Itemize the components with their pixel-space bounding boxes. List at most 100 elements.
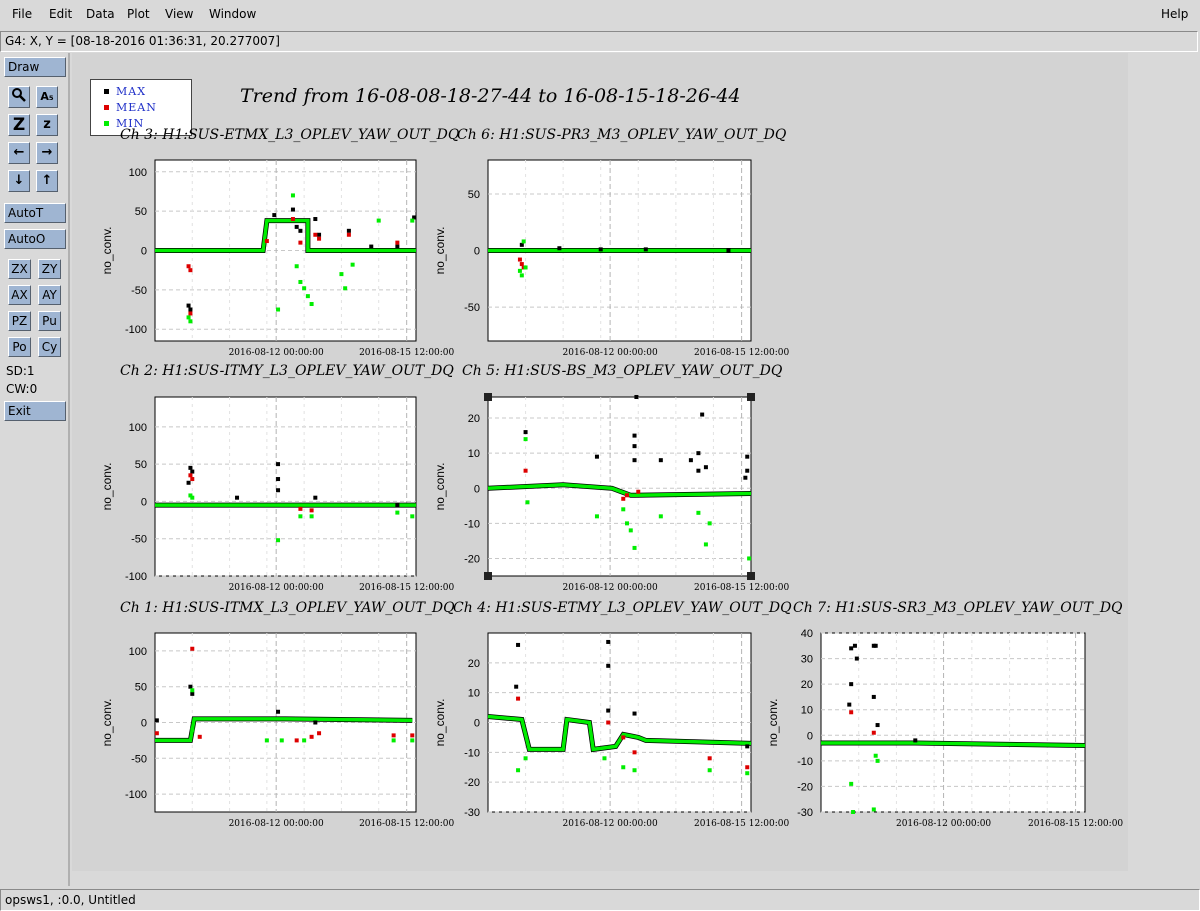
zx-button[interactable]: ZX bbox=[8, 259, 31, 279]
y-axis-label: no_conv. bbox=[100, 463, 114, 511]
chart-ch5[interactable]: 20 10 0 -10 -20 2016-08-12 00:00:00 2016-08-15… bbox=[433, 393, 789, 593]
menu-view[interactable]: View bbox=[165, 7, 194, 21]
point-max bbox=[688, 458, 693, 463]
coordinate-readout-bar: G4: X, Y = [08-18-2016 01:36:31, 20.2770… bbox=[0, 31, 1198, 52]
point-min bbox=[621, 765, 626, 770]
zy-button[interactable]: ZY bbox=[38, 259, 61, 279]
y-axis-label: no_conv. bbox=[433, 227, 447, 275]
selection-handle[interactable] bbox=[484, 572, 492, 580]
point-max bbox=[634, 395, 639, 399]
y-axis-label: no_conv. bbox=[100, 227, 114, 275]
draw-button[interactable]: Draw bbox=[4, 57, 66, 77]
y-tick-label: -50 bbox=[464, 302, 480, 314]
x-tick-label: 2016-08-15 12:00:00 bbox=[359, 583, 454, 593]
pz-button[interactable]: PZ bbox=[8, 311, 31, 331]
point-max bbox=[852, 643, 857, 648]
pu-button[interactable]: Pu bbox=[38, 311, 61, 331]
point-max bbox=[726, 248, 731, 253]
plot-area[interactable] bbox=[154, 396, 417, 577]
point-min bbox=[628, 528, 633, 533]
selection-handle[interactable] bbox=[747, 572, 755, 580]
pan-left-button[interactable]: ← bbox=[8, 142, 30, 164]
point-min bbox=[190, 688, 195, 693]
point-mean bbox=[621, 735, 626, 740]
exit-button[interactable]: Exit bbox=[4, 401, 66, 421]
y-tick-label: 50 bbox=[135, 206, 147, 218]
x-tick-label: 2016-08-15 12:00:00 bbox=[694, 348, 789, 358]
point-min bbox=[298, 279, 303, 284]
zoom-in-button[interactable]: Z bbox=[8, 114, 30, 136]
point-mean bbox=[190, 477, 195, 482]
ay-button[interactable]: AY bbox=[38, 285, 61, 305]
po-button[interactable]: Po bbox=[8, 337, 31, 357]
menu-window[interactable]: Window bbox=[209, 7, 257, 21]
point-min bbox=[602, 756, 607, 761]
autoo-button[interactable]: AutoO bbox=[4, 229, 66, 249]
point-mean bbox=[290, 217, 295, 222]
zoom-out-button[interactable]: z bbox=[36, 114, 58, 136]
x-tick-label: 2016-08-12 00:00:00 bbox=[563, 583, 658, 593]
y-tick-label: -10 bbox=[464, 518, 480, 530]
chart-title-ch5: Ch 5: H1:SUS-BS_M3_OPLEV_YAW_OUT_DQ bbox=[462, 363, 783, 379]
point-max bbox=[395, 244, 400, 249]
chart-ch4[interactable]: 20 10 0 -10 -20 -30 2016-08-12 00:00:00 2016-08… bbox=[433, 632, 789, 829]
status-text: opsws1, :0.0, Untitled bbox=[5, 893, 136, 907]
pan-right-button[interactable]: → bbox=[36, 142, 58, 164]
chart-title-ch2: Ch 2: H1:SUS-ITMY_L3_OPLEV_YAW_OUT_DQ bbox=[120, 363, 454, 379]
point-min bbox=[302, 286, 307, 291]
chart-ch2[interactable]: 100 50 0 -50 -100 2016-08-12 00:00:00 2016-08-… bbox=[100, 396, 455, 593]
plot-area[interactable] bbox=[487, 632, 752, 813]
menu-edit[interactable]: Edit bbox=[49, 7, 73, 21]
chart-ch1[interactable]: 100 50 0 -50 -100 2016-08-12 00:00:00 2016-08-… bbox=[100, 632, 455, 829]
plot-area[interactable] bbox=[820, 632, 1086, 813]
point-mean bbox=[517, 257, 522, 262]
point-min bbox=[395, 510, 400, 515]
menu-plot[interactable]: Plot bbox=[127, 7, 150, 21]
point-min bbox=[276, 538, 281, 543]
point-max bbox=[523, 430, 528, 435]
point-max bbox=[696, 451, 701, 456]
menu-data[interactable]: Data bbox=[86, 7, 115, 21]
point-mean bbox=[313, 232, 318, 237]
point-mean bbox=[298, 506, 303, 511]
chart-ch7[interactable]: 40 30 20 10 0 -10 -20 -30 2016-08-12 00:00:00 201… bbox=[766, 628, 1123, 829]
series-min-trace bbox=[155, 717, 413, 743]
chart-ch6[interactable]: 50 0 -50 2016-08-12 00:00:00 2016-08-15 12:0… bbox=[433, 159, 789, 358]
legend-min-marker bbox=[104, 121, 109, 126]
point-max bbox=[188, 684, 193, 689]
point-min bbox=[873, 753, 878, 758]
point-max bbox=[606, 639, 611, 644]
y-tick-label: 20 bbox=[468, 658, 480, 670]
selection-handle[interactable] bbox=[484, 393, 492, 401]
selection-handle[interactable] bbox=[747, 393, 755, 401]
cy-button[interactable]: Cy bbox=[38, 337, 61, 357]
y-tick-label: 100 bbox=[129, 167, 147, 179]
point-max bbox=[188, 307, 193, 312]
point-min bbox=[658, 514, 663, 519]
y-tick-label: 50 bbox=[468, 189, 480, 201]
magnify-button[interactable] bbox=[8, 86, 30, 108]
point-min bbox=[391, 738, 396, 743]
autot-button[interactable]: AutoT bbox=[4, 203, 66, 223]
autoscale-button[interactable]: A₅ bbox=[36, 86, 58, 108]
point-mean bbox=[707, 756, 712, 761]
y-axis-label: no_conv. bbox=[433, 699, 447, 747]
chart-ch3[interactable]: 100 50 0 -50 -100 2016-08-12 00:00:00 2016-08-… bbox=[100, 159, 455, 358]
point-min bbox=[745, 771, 750, 776]
point-max bbox=[632, 711, 637, 716]
y-tick-label: 0 bbox=[474, 483, 480, 495]
point-max bbox=[849, 682, 854, 687]
y-tick-label: 30 bbox=[801, 654, 813, 666]
arrow-left-icon: ← bbox=[13, 145, 25, 160]
point-min bbox=[294, 264, 299, 269]
point-mean bbox=[745, 765, 750, 770]
chart-title-ch4: Ch 4: H1:SUS-ETMY_L3_OPLEV_YAW_OUT_DQ bbox=[453, 600, 792, 616]
pan-down-button[interactable]: ↓ bbox=[8, 170, 30, 192]
ax-button[interactable]: AX bbox=[8, 285, 31, 305]
point-max bbox=[745, 744, 750, 749]
y-tick-label: 0 bbox=[474, 246, 480, 258]
pan-up-button[interactable]: ↑ bbox=[36, 170, 58, 192]
point-max bbox=[294, 224, 299, 229]
menu-file[interactable]: File bbox=[12, 7, 33, 21]
menu-help[interactable]: Help bbox=[1161, 7, 1189, 21]
